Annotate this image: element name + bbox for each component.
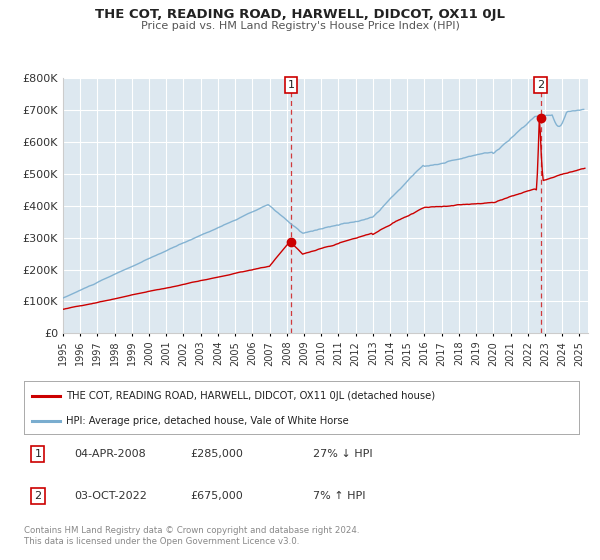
Text: 1: 1 [287, 80, 295, 90]
Text: 27% ↓ HPI: 27% ↓ HPI [313, 449, 372, 459]
Text: 03-OCT-2022: 03-OCT-2022 [74, 491, 147, 501]
Text: 2: 2 [34, 491, 41, 501]
Text: THE COT, READING ROAD, HARWELL, DIDCOT, OX11 0JL: THE COT, READING ROAD, HARWELL, DIDCOT, … [95, 8, 505, 21]
Text: 7% ↑ HPI: 7% ↑ HPI [313, 491, 365, 501]
Text: Contains HM Land Registry data © Crown copyright and database right 2024.
This d: Contains HM Land Registry data © Crown c… [24, 526, 359, 546]
Text: Price paid vs. HM Land Registry's House Price Index (HPI): Price paid vs. HM Land Registry's House … [140, 21, 460, 31]
Text: 1: 1 [34, 449, 41, 459]
Text: THE COT, READING ROAD, HARWELL, DIDCOT, OX11 0JL (detached house): THE COT, READING ROAD, HARWELL, DIDCOT, … [65, 391, 435, 401]
Text: 2: 2 [537, 80, 544, 90]
Text: £675,000: £675,000 [191, 491, 243, 501]
Text: 04-APR-2008: 04-APR-2008 [74, 449, 146, 459]
Text: HPI: Average price, detached house, Vale of White Horse: HPI: Average price, detached house, Vale… [65, 416, 349, 426]
Text: £285,000: £285,000 [191, 449, 244, 459]
